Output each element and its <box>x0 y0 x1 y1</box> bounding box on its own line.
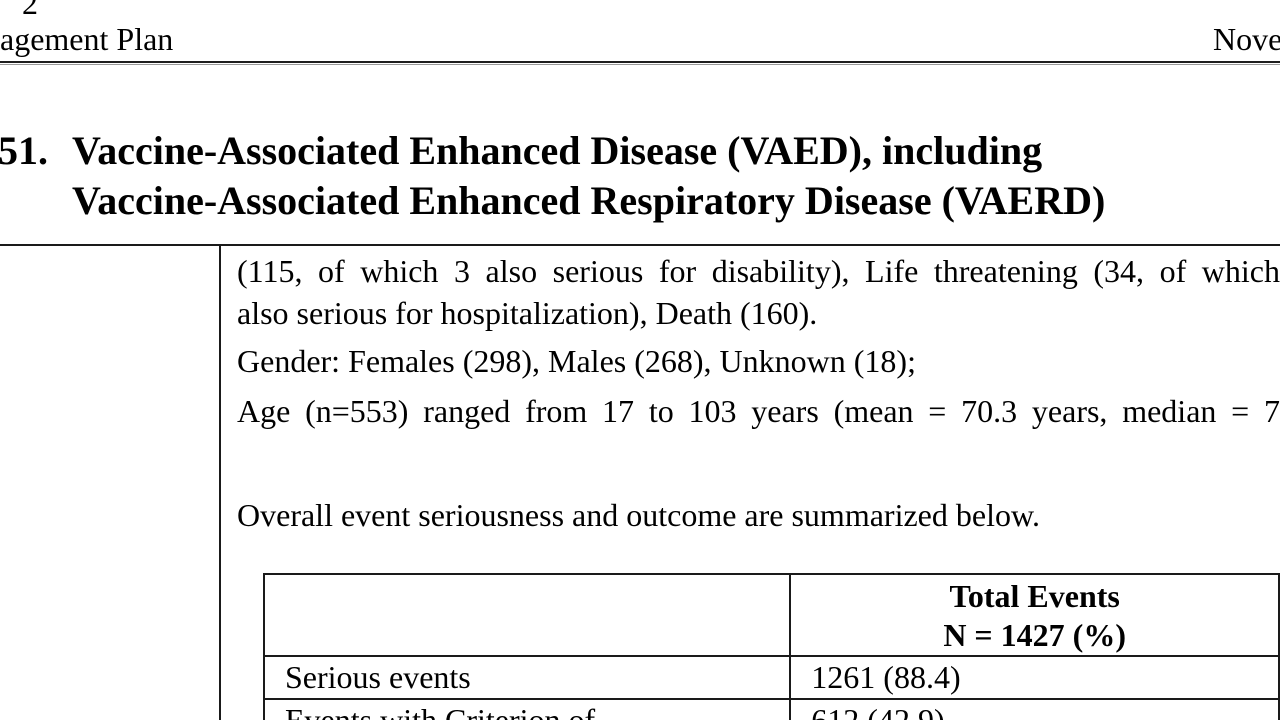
table-row: Serious events 1261 (88.4) <box>262 655 1280 700</box>
header-page-number-fragment: 2 <box>22 0 38 21</box>
events-table-header-empty-cell <box>262 573 792 657</box>
section-number: 51. <box>0 128 48 173</box>
section-heading-line1: Vaccine-Associated Enhanced Disease (VAE… <box>72 128 1043 173</box>
age-line: Age (n=553) ranged from 17 to 103 years … <box>237 393 1280 429</box>
section-heading: Vaccine-Associated Enhanced Disease (VAE… <box>72 126 1105 226</box>
gender-line: Gender: Females (298), Males (268), Unkn… <box>237 343 916 379</box>
events-table-header-row: Total Events N = 1427 (%) <box>262 573 1280 657</box>
table-row: Events with Criterion of 612 (42.9) <box>262 698 1280 720</box>
total-events-n: N = 1427 (%) <box>943 617 1126 653</box>
header-rule <box>0 61 1280 63</box>
row-label: Events with Criterion of <box>262 698 792 720</box>
header-rule-shadow <box>0 64 1280 65</box>
row-value: 612 (42.9) <box>789 698 1280 720</box>
section-heading-line2: Vaccine-Associated Enhanced Respiratory … <box>72 178 1106 223</box>
outer-table-top-border <box>0 244 1280 246</box>
row-label: Serious events <box>262 655 792 700</box>
summary-line: Overall event seriousness and outcome ar… <box>237 497 1040 533</box>
outer-table-column-divider <box>219 244 221 720</box>
events-table-header-total-cell: Total Events N = 1427 (%) <box>789 573 1280 657</box>
events-table: Total Events N = 1427 (%) Serious events… <box>262 573 1280 720</box>
total-events-label: Total Events <box>949 578 1120 614</box>
seriousness-paragraph-line1: (115, of which 3 also serious for disabi… <box>237 253 1280 289</box>
seriousness-paragraph-line2: also serious for hospitalization), Death… <box>237 295 818 331</box>
content-cell: (115, of which 3 also serious for disabi… <box>237 250 1280 536</box>
header-date-fragment: Nove <box>1213 21 1280 57</box>
row-value: 1261 (88.4) <box>789 655 1280 700</box>
header-title-fragment: agement Plan <box>0 21 174 57</box>
